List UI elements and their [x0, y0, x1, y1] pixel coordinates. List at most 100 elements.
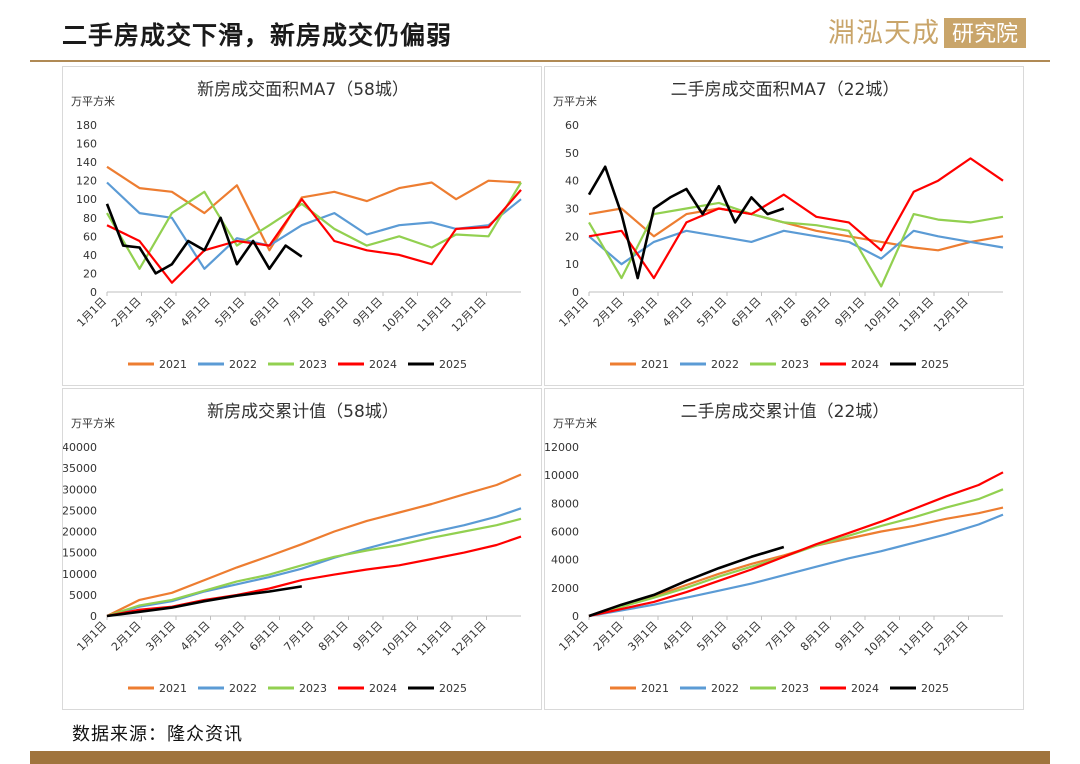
y-tick-label: 6000	[551, 526, 579, 539]
y-tick-label: 30000	[63, 483, 97, 496]
y-tick-label: 0	[572, 610, 579, 623]
x-tick-label: 12月1日	[449, 619, 489, 659]
legend-label-2022: 2022	[711, 682, 739, 695]
x-tick-label: 11月1日	[897, 295, 937, 335]
x-tick-label: 7月1日	[763, 295, 798, 330]
x-tick-label: 3月1日	[143, 295, 178, 330]
chart-title: 二手房成交累计值（22城）	[681, 402, 890, 422]
y-tick-label: 60	[565, 119, 579, 132]
x-tick-label: 2月1日	[591, 295, 626, 330]
x-tick-label: 10月1日	[862, 619, 902, 659]
legend-label-2022: 2022	[229, 358, 257, 371]
y-unit-label: 万平方米	[553, 94, 597, 108]
y-tick-label: 0	[90, 286, 97, 299]
legend-label-2024: 2024	[851, 358, 879, 371]
series-line-2023	[106, 517, 522, 618]
series-line-2022	[588, 229, 1004, 266]
series-line-2024	[588, 157, 1004, 280]
x-tick-label: 5月1日	[694, 619, 729, 654]
legend-label-2025: 2025	[921, 358, 949, 371]
series-line-2022	[588, 513, 1004, 618]
x-tick-label: 11月1日	[897, 619, 937, 659]
x-tick-label: 7月1日	[281, 619, 316, 654]
x-tick-label: 10月1日	[380, 619, 420, 659]
x-tick-label: 1月1日	[556, 295, 591, 330]
y-tick-label: 50	[565, 147, 579, 160]
legend-label-2021: 2021	[641, 682, 669, 695]
series-line-2022	[106, 507, 522, 618]
y-tick-label: 25000	[63, 504, 97, 517]
x-tick-label: 2月1日	[109, 295, 144, 330]
x-tick-label: 11月1日	[415, 619, 455, 659]
y-tick-label: 20000	[63, 526, 97, 539]
y-tick-label: 60	[83, 230, 97, 243]
chart-used-ma7: 二手房成交面积MA7（22城） 万平方米 0 10 20 30 40 50 60 1月1日 2月1日…	[553, 80, 1004, 371]
chart-new-ma7: 新房成交面积MA7（58城） 万平方米 0 20 40 60 80 100 120 140 160 1…	[71, 80, 522, 371]
legend-label-2021: 2021	[159, 358, 187, 371]
y-tick-label: 20	[83, 267, 97, 280]
x-tick-label: 1月1日	[556, 619, 591, 654]
logo: 淵泓天成 研究院	[828, 18, 1026, 49]
legend-label-2023: 2023	[781, 358, 809, 371]
legend-label-2021: 2021	[641, 358, 669, 371]
y-tick-label: 20	[565, 230, 579, 243]
legend-label-2022: 2022	[711, 358, 739, 371]
x-tick-label: 8月1日	[798, 295, 833, 330]
y-tick-label: 40000	[63, 441, 97, 454]
y-tick-label: 40	[565, 175, 579, 188]
y-tick-label: 0	[572, 286, 579, 299]
x-tick-label: 4月1日	[178, 619, 213, 654]
x-tick-label: 3月1日	[625, 619, 660, 654]
series-line-2021	[588, 506, 1004, 618]
footer-bar	[30, 751, 1050, 764]
series-line-2025	[105, 203, 303, 275]
y-tick-label: 30	[565, 203, 579, 216]
legend-label-2023: 2023	[299, 682, 327, 695]
y-tick-label: 5000	[69, 589, 97, 602]
x-tick-label: 10月1日	[862, 295, 902, 335]
logo-box	[944, 18, 1026, 48]
legend-label-2025: 2025	[439, 682, 467, 695]
x-tick-label: 12月1日	[931, 295, 971, 335]
x-tick-label: 5月1日	[212, 295, 247, 330]
legend-label-2025: 2025	[439, 358, 467, 371]
x-tick-label: 7月1日	[763, 619, 798, 654]
x-tick-label: 1月1日	[74, 295, 109, 330]
chart-used-cumulative: 二手房成交累计值（22城） 万平方米 0 2000 4000 6000 8000 10000 1…	[545, 402, 1004, 695]
header-rule	[30, 60, 1050, 62]
y-unit-label: 万平方米	[71, 94, 115, 108]
series-line-2024	[106, 189, 522, 284]
x-tick-label: 6月1日	[247, 619, 282, 654]
chart-title: 新房成交累计值（58城）	[207, 402, 399, 422]
x-tick-label: 6月1日	[247, 295, 282, 330]
y-tick-label: 0	[90, 610, 97, 623]
series-line-2025	[106, 585, 303, 618]
x-tick-label: 2月1日	[591, 619, 626, 654]
legend-label-2023: 2023	[299, 358, 327, 371]
x-tick-label: 4月1日	[660, 295, 695, 330]
chart-panel-used-cumulative: 二手房成交累计值（22城） 万平方米 0 2000 4000 6000 8000 10000 1…	[544, 388, 1024, 710]
chart-panel-new-cumulative: 新房成交累计值（58城） 万平方米 0 5000 10000 15000 20000 2500…	[62, 388, 542, 710]
y-tick-label: 10	[565, 258, 579, 271]
legend-label-2024: 2024	[369, 358, 397, 371]
y-tick-label: 120	[76, 175, 97, 188]
logo-text-box: 研究院	[952, 22, 1018, 47]
legend-label-2025: 2025	[921, 682, 949, 695]
series-line-2024	[588, 471, 1004, 618]
series-line-2025	[588, 545, 785, 618]
legend-label-2021: 2021	[159, 682, 187, 695]
legend-label-2022: 2022	[229, 682, 257, 695]
legend-label-2024: 2024	[369, 682, 397, 695]
series-line-2021	[588, 207, 1004, 252]
chart-panel-used-ma7: 二手房成交面积MA7（22城） 万平方米 0 10 20 30 40 50 60 1月1日 2月1日…	[544, 66, 1024, 386]
series-line-2024	[106, 535, 522, 618]
x-tick-label: 8月1日	[316, 619, 351, 654]
y-tick-label: 12000	[545, 441, 579, 454]
chart-title: 新房成交面积MA7（58城）	[197, 80, 409, 100]
y-tick-label: 8000	[551, 497, 579, 510]
x-tick-label: 4月1日	[660, 619, 695, 654]
y-tick-label: 10000	[63, 568, 97, 581]
y-tick-label: 160	[76, 138, 97, 151]
x-tick-label: 3月1日	[143, 619, 178, 654]
y-unit-label: 万平方米	[71, 416, 115, 430]
